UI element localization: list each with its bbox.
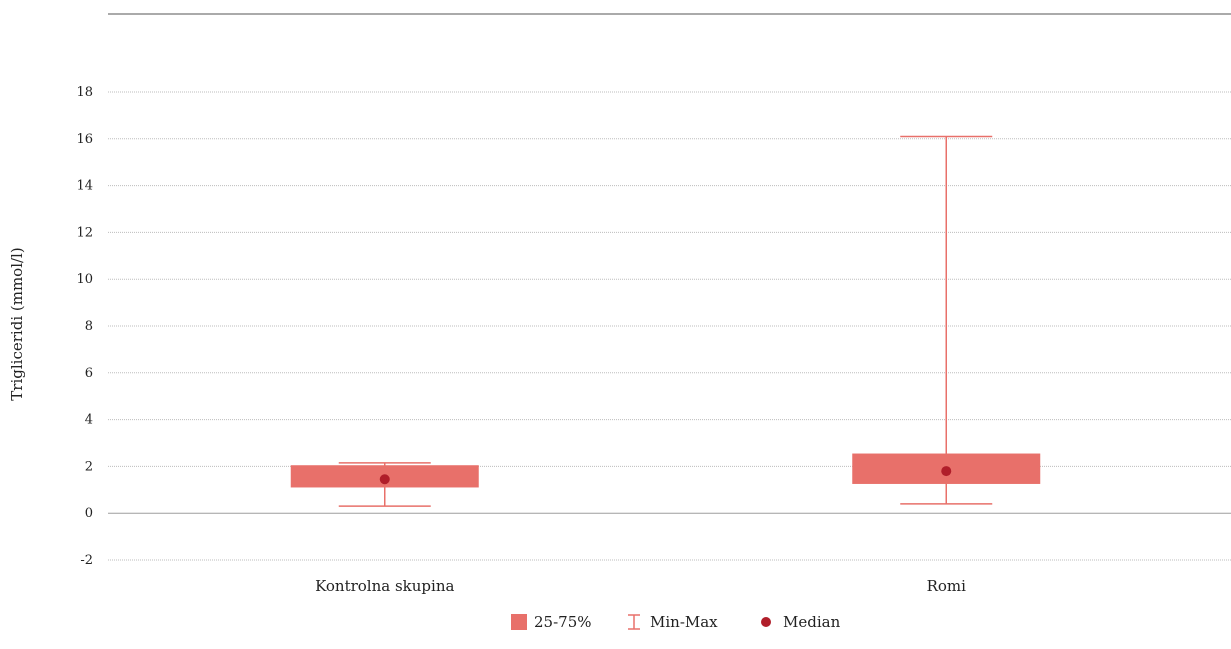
median-dot <box>379 474 390 485</box>
x-category-labels: Kontrolna skupina Romi <box>315 577 966 595</box>
box-series <box>290 135 1041 507</box>
legend-item: Min-Max <box>628 613 718 631</box>
y-tick-label: 14 <box>76 179 93 194</box>
y-tick-label: 8 <box>85 319 93 334</box>
category-label: Romi <box>927 577 967 595</box>
legend-item: 25-75% <box>511 613 592 631</box>
legend-box-swatch <box>511 614 527 630</box>
box-group <box>852 135 1041 505</box>
y-tick-label: 4 <box>85 413 93 428</box>
legend-median-swatch <box>761 617 771 627</box>
legend-label: Min-Max <box>650 613 718 631</box>
y-tick-label: 10 <box>76 272 93 287</box>
legend-item: Median <box>761 613 841 631</box>
legend-label: Median <box>783 613 841 631</box>
y-tick-label: 0 <box>85 506 93 521</box>
y-tick-label: 6 <box>85 366 93 381</box>
legend-label: 25-75% <box>534 613 592 631</box>
y-tick-labels: -2 0 2 4 6 8 10 12 14 16 18 <box>76 85 93 568</box>
gridlines <box>108 91 1231 561</box>
y-tick-label: -2 <box>80 553 93 568</box>
y-tick-label: 12 <box>76 225 93 240</box>
y-tick-label: 2 <box>85 459 93 474</box>
category-label: Kontrolna skupina <box>315 577 454 595</box>
box-group <box>290 462 479 507</box>
legend: 25-75% Min-Max Median <box>511 613 841 631</box>
y-tick-label: 16 <box>76 132 93 147</box>
y-tick-label: 18 <box>76 85 93 100</box>
median-dot <box>941 466 952 477</box>
y-axis-label: Trigliceridi (mmol/l) <box>8 247 26 400</box>
